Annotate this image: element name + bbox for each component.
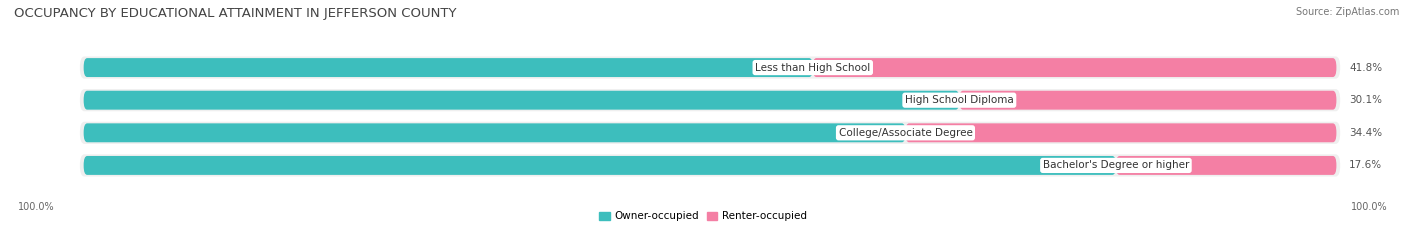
Text: 100.0%: 100.0% <box>1351 202 1388 212</box>
Text: OCCUPANCY BY EDUCATIONAL ATTAINMENT IN JEFFERSON COUNTY: OCCUPANCY BY EDUCATIONAL ATTAINMENT IN J… <box>14 7 457 20</box>
FancyBboxPatch shape <box>80 154 1340 177</box>
Legend: Owner-occupied, Renter-occupied: Owner-occupied, Renter-occupied <box>595 207 811 226</box>
FancyBboxPatch shape <box>84 156 1116 175</box>
Text: 41.8%: 41.8% <box>1350 63 1382 72</box>
FancyBboxPatch shape <box>959 91 1336 110</box>
Text: College/Associate Degree: College/Associate Degree <box>838 128 973 138</box>
FancyBboxPatch shape <box>80 122 1340 144</box>
Text: High School Diploma: High School Diploma <box>905 95 1014 105</box>
Text: 100.0%: 100.0% <box>18 202 55 212</box>
FancyBboxPatch shape <box>84 91 959 110</box>
Text: Source: ZipAtlas.com: Source: ZipAtlas.com <box>1295 7 1399 17</box>
Text: 69.9%: 69.9% <box>907 95 941 105</box>
Text: 17.6%: 17.6% <box>1350 161 1382 170</box>
Text: Bachelor's Degree or higher: Bachelor's Degree or higher <box>1043 161 1189 170</box>
FancyBboxPatch shape <box>84 123 905 142</box>
Text: Less than High School: Less than High School <box>755 63 870 72</box>
FancyBboxPatch shape <box>813 58 1336 77</box>
FancyBboxPatch shape <box>1116 156 1337 175</box>
Text: 30.1%: 30.1% <box>1350 95 1382 105</box>
Text: 34.4%: 34.4% <box>1350 128 1382 138</box>
FancyBboxPatch shape <box>80 56 1340 79</box>
Text: 82.4%: 82.4% <box>1064 161 1097 170</box>
FancyBboxPatch shape <box>905 123 1336 142</box>
Text: 58.2%: 58.2% <box>761 63 794 72</box>
FancyBboxPatch shape <box>84 58 813 77</box>
FancyBboxPatch shape <box>80 89 1340 111</box>
Text: 65.6%: 65.6% <box>853 128 886 138</box>
